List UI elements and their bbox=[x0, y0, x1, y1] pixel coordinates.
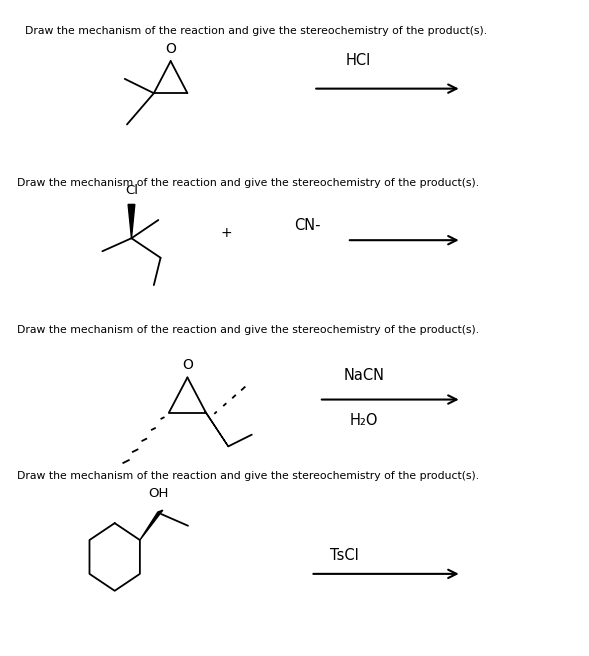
Text: Draw the mechanism of the reaction and give the stereochemistry of the product(s: Draw the mechanism of the reaction and g… bbox=[25, 26, 487, 35]
Polygon shape bbox=[140, 510, 163, 540]
Text: TsCl: TsCl bbox=[330, 548, 359, 564]
Text: Draw the mechanism of the reaction and give the stereochemistry of the product(s: Draw the mechanism of the reaction and g… bbox=[16, 178, 479, 188]
Text: OH: OH bbox=[148, 487, 168, 500]
Text: +: + bbox=[221, 226, 233, 240]
Text: HCl: HCl bbox=[346, 53, 370, 68]
Polygon shape bbox=[128, 205, 135, 238]
Text: Draw the mechanism of the reaction and give the stereochemistry of the product(s: Draw the mechanism of the reaction and g… bbox=[16, 471, 479, 481]
Text: CN-: CN- bbox=[294, 218, 321, 233]
Text: O: O bbox=[165, 42, 176, 56]
Text: NaCN: NaCN bbox=[343, 368, 384, 383]
Text: Draw the mechanism of the reaction and give the stereochemistry of the product(s: Draw the mechanism of the reaction and g… bbox=[16, 325, 479, 335]
Text: O: O bbox=[182, 358, 193, 372]
Polygon shape bbox=[205, 411, 229, 446]
Text: H₂O: H₂O bbox=[349, 413, 378, 428]
Text: Cl: Cl bbox=[125, 184, 138, 197]
